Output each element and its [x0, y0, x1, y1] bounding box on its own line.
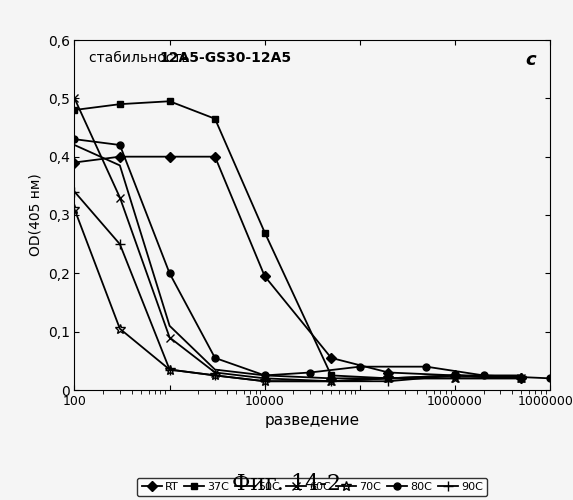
- 90C: [211, 372, 218, 378]
- Text: стабильность: стабильность: [89, 50, 194, 64]
- 80C: [480, 372, 487, 378]
- 50C: [116, 162, 123, 168]
- 80C: [261, 372, 268, 378]
- RT: [211, 154, 218, 160]
- 50C: [452, 372, 458, 378]
- 80C: [71, 136, 78, 142]
- 90C: [385, 378, 392, 384]
- Line: 60C: 60C: [70, 94, 525, 386]
- Text: c: c: [525, 50, 536, 68]
- RT: [518, 376, 525, 382]
- 90C: [452, 372, 458, 378]
- 37C: [116, 101, 123, 107]
- 37C: [166, 98, 173, 104]
- RT: [328, 355, 335, 361]
- Y-axis label: OD(405 нм): OD(405 нм): [28, 174, 42, 256]
- 37C: [385, 376, 392, 382]
- 37C: [452, 372, 458, 378]
- 37C: [328, 372, 335, 378]
- RT: [261, 273, 268, 279]
- RT: [166, 154, 173, 160]
- 60C: [166, 334, 173, 340]
- Line: 80C: 80C: [71, 136, 554, 382]
- 80C: [356, 364, 363, 370]
- 60C: [261, 376, 268, 382]
- 70C: [211, 372, 218, 378]
- Line: 70C: 70C: [70, 204, 527, 386]
- 70C: [116, 326, 123, 332]
- 70C: [71, 206, 78, 212]
- 70C: [261, 378, 268, 384]
- 80C: [423, 364, 430, 370]
- 37C: [261, 230, 268, 235]
- 80C: [116, 142, 123, 148]
- Line: 37C: 37C: [71, 98, 525, 382]
- Line: 90C: 90C: [70, 187, 527, 386]
- 60C: [211, 370, 218, 376]
- 70C: [328, 378, 335, 384]
- 60C: [71, 96, 78, 102]
- RT: [116, 154, 123, 160]
- Legend: RT, 37C, 50C, 60C, 70C, 80C, 90C: RT, 37C, 50C, 60C, 70C, 80C, 90C: [137, 478, 488, 496]
- 60C: [518, 376, 525, 382]
- 90C: [518, 376, 525, 382]
- Text: Фиг. 14-2: Фиг. 14-2: [232, 473, 341, 495]
- 60C: [452, 376, 458, 382]
- 80C: [307, 370, 313, 376]
- RT: [385, 370, 392, 376]
- 80C: [166, 270, 173, 276]
- 60C: [385, 376, 392, 382]
- 50C: [328, 376, 335, 382]
- 90C: [328, 378, 335, 384]
- RT: [71, 160, 78, 166]
- 50C: [211, 366, 218, 372]
- 70C: [385, 376, 392, 382]
- 37C: [71, 107, 78, 113]
- 50C: [385, 376, 392, 382]
- 70C: [452, 376, 458, 382]
- 80C: [211, 355, 218, 361]
- 90C: [116, 241, 123, 247]
- Text: 12A5-GS30-12A5: 12A5-GS30-12A5: [160, 50, 292, 64]
- 90C: [166, 366, 173, 372]
- 80C: [547, 376, 554, 382]
- 90C: [71, 188, 78, 194]
- 70C: [166, 366, 173, 372]
- 50C: [518, 372, 525, 378]
- Line: RT: RT: [71, 153, 525, 382]
- X-axis label: разведение: разведение: [265, 414, 360, 428]
- 50C: [166, 323, 173, 329]
- 70C: [518, 376, 525, 382]
- 60C: [116, 194, 123, 200]
- RT: [452, 372, 458, 378]
- 60C: [328, 378, 335, 384]
- Line: 50C: 50C: [74, 145, 521, 378]
- 50C: [71, 142, 78, 148]
- 37C: [211, 116, 218, 121]
- 50C: [261, 372, 268, 378]
- 90C: [261, 378, 268, 384]
- 37C: [518, 376, 525, 382]
